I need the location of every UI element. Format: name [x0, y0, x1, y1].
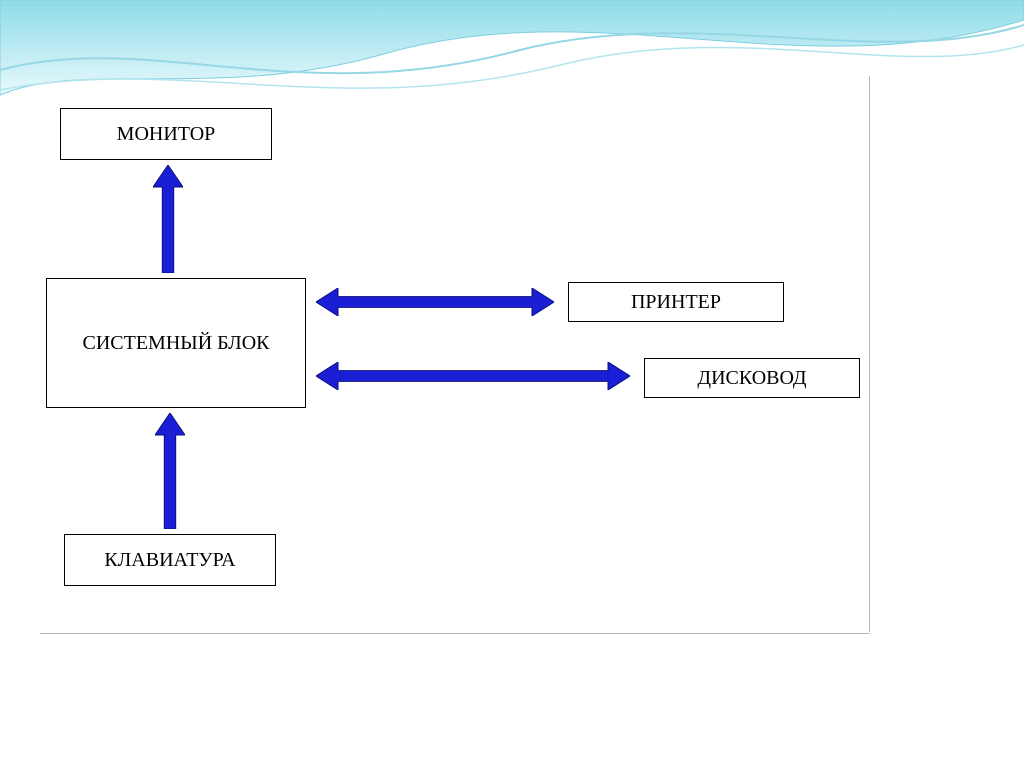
node-printer-label: ПРИНТЕР	[631, 291, 721, 314]
guide-rule-vertical	[869, 76, 870, 632]
node-monitor-label: МОНИТОР	[117, 123, 216, 146]
node-printer: ПРИНТЕР	[568, 282, 784, 322]
node-diskdrive-label: ДИСКОВОД	[697, 367, 806, 390]
slide: МОНИТОР СИСТЕМНЫЙ БЛОК КЛАВИАТУРА ПРИНТЕ…	[0, 0, 1024, 767]
arrow-to-monitor	[153, 165, 183, 273]
node-monitor: МОНИТОР	[60, 108, 272, 160]
arrow-to-printer	[316, 288, 554, 316]
guide-rule-horizontal	[40, 633, 870, 634]
node-diskdrive: ДИСКОВОД	[644, 358, 860, 398]
arrow-from-keyboard	[155, 413, 185, 529]
arrow-to-diskdrive	[316, 362, 630, 390]
node-system: СИСТЕМНЫЙ БЛОК	[46, 278, 306, 408]
node-keyboard: КЛАВИАТУРА	[64, 534, 276, 586]
node-keyboard-label: КЛАВИАТУРА	[104, 549, 235, 572]
node-system-label: СИСТЕМНЫЙ БЛОК	[82, 332, 269, 355]
